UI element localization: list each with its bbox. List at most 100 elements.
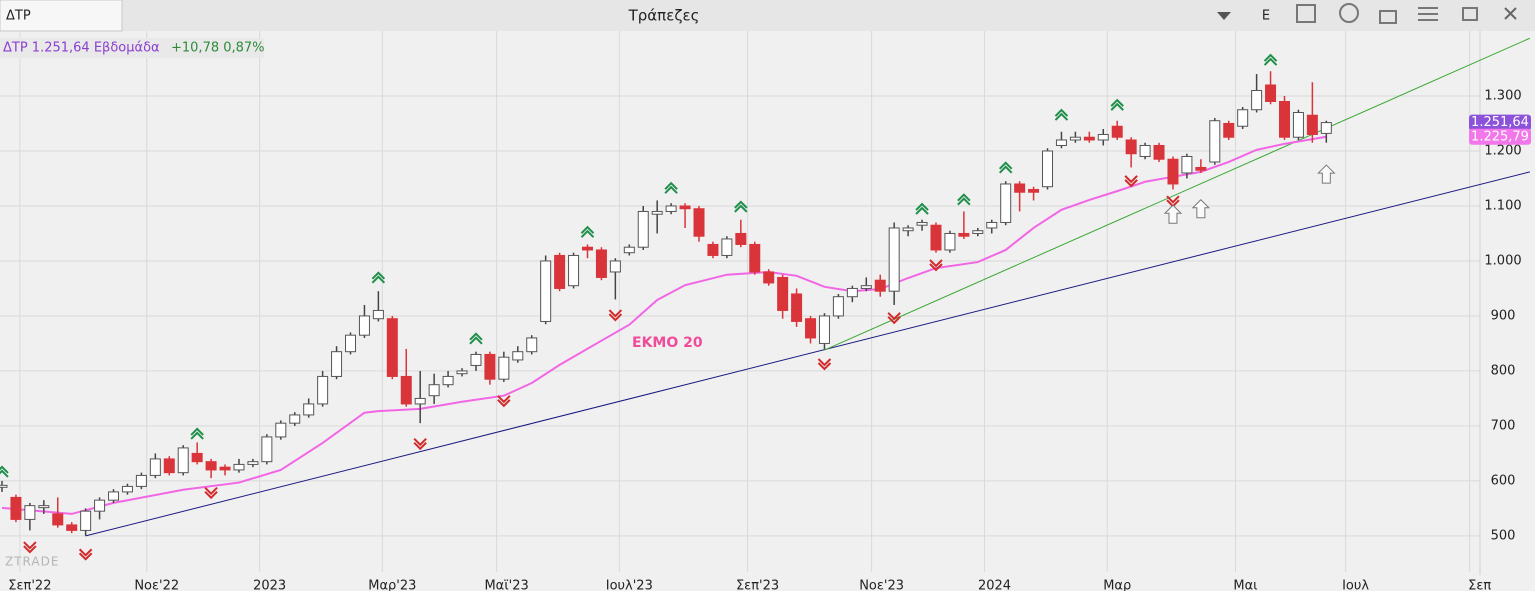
candle-body bbox=[1209, 120, 1221, 163]
y-tick-label: 600 bbox=[1491, 473, 1516, 488]
candle-body bbox=[163, 458, 175, 474]
candle-body bbox=[1125, 139, 1137, 155]
candle-body bbox=[693, 208, 705, 237]
x-tick-label: Μαρ bbox=[1103, 579, 1131, 591]
mode-button[interactable]: E bbox=[1262, 9, 1270, 24]
candle-body bbox=[1055, 139, 1067, 146]
menu-icon[interactable] bbox=[1418, 7, 1438, 21]
symbol-tab-text: ΔΤΡ bbox=[6, 9, 31, 24]
info-box bbox=[0, 38, 264, 58]
candle-body bbox=[1042, 150, 1054, 188]
candle-body bbox=[888, 227, 900, 292]
candle-body bbox=[38, 505, 50, 509]
candle-body bbox=[595, 249, 607, 278]
candle-body bbox=[1111, 125, 1123, 138]
trendline bbox=[824, 37, 1531, 351]
y-tick-label: 800 bbox=[1491, 363, 1516, 378]
quote-icon[interactable] bbox=[1339, 3, 1359, 23]
candle-body bbox=[930, 224, 942, 251]
candle-body bbox=[1278, 100, 1290, 138]
hollow-arrow bbox=[1317, 164, 1336, 184]
candle-body bbox=[1153, 144, 1165, 160]
candle-body bbox=[860, 285, 872, 289]
close-icon[interactable] bbox=[1504, 7, 1517, 20]
candle-body bbox=[721, 238, 733, 256]
y-tick-label: 1.100 bbox=[1484, 198, 1521, 213]
symbol-tab[interactable] bbox=[0, 0, 123, 32]
y-tick-label: 1.200 bbox=[1484, 143, 1521, 158]
info-symbol: ΔΤΡ 1.251,64 Εβδομάδα bbox=[3, 41, 160, 56]
candle-body bbox=[1028, 188, 1040, 193]
down-signal bbox=[413, 438, 427, 451]
candle-body bbox=[303, 403, 315, 416]
candle-body bbox=[846, 287, 858, 298]
candle-body bbox=[916, 221, 928, 226]
candle-body bbox=[108, 491, 120, 501]
candle-body bbox=[1320, 122, 1332, 134]
candle-body bbox=[791, 293, 803, 322]
x-tick-label: 2024 bbox=[978, 579, 1011, 591]
candle-body bbox=[637, 210, 649, 248]
candle-body bbox=[1251, 89, 1263, 111]
up-signal bbox=[580, 225, 595, 238]
candle-body bbox=[1069, 136, 1081, 141]
up-signal bbox=[1263, 53, 1278, 66]
x-tick-label: Ιουλ'23 bbox=[606, 579, 653, 591]
candle-body bbox=[470, 353, 482, 366]
dropdown-icon[interactable] bbox=[1217, 12, 1231, 20]
candle-body bbox=[0, 484, 8, 488]
layout-icon[interactable] bbox=[1296, 4, 1316, 23]
up-signal bbox=[371, 271, 386, 284]
window-title: Τράπεζες bbox=[628, 7, 700, 25]
down-signal bbox=[1124, 175, 1138, 188]
candle-body bbox=[749, 243, 761, 273]
candle-body bbox=[986, 221, 998, 229]
candle-body bbox=[568, 254, 580, 287]
x-tick-label: 2023 bbox=[253, 579, 286, 591]
candle-body bbox=[442, 375, 454, 386]
y-tick-label: 900 bbox=[1491, 308, 1516, 323]
x-tick-label: Μαϊ'23 bbox=[484, 579, 528, 591]
candle-body bbox=[1139, 144, 1151, 157]
candle-body bbox=[135, 474, 147, 487]
x-tick-label: Σεπ'22 bbox=[8, 579, 51, 591]
candle-body bbox=[958, 232, 970, 237]
candle-body bbox=[372, 309, 384, 320]
down-signal bbox=[929, 259, 943, 272]
y-tick-label: 700 bbox=[1491, 418, 1516, 433]
up-signal bbox=[957, 193, 971, 206]
x-tick-label: Ιουλ bbox=[1342, 579, 1369, 591]
up-signal bbox=[190, 427, 204, 440]
candle-body bbox=[512, 351, 524, 361]
candle-body bbox=[275, 422, 287, 438]
candle-body bbox=[1181, 155, 1193, 174]
price-label-box bbox=[1469, 128, 1531, 145]
candle-body bbox=[707, 243, 719, 256]
candle-body bbox=[1265, 84, 1277, 102]
candle-body bbox=[944, 232, 956, 251]
candle-body bbox=[651, 210, 663, 215]
candle-body bbox=[358, 315, 370, 336]
price-label: 1.251,64 bbox=[1471, 115, 1529, 130]
restore-icon[interactable] bbox=[1462, 7, 1478, 21]
candle-body bbox=[289, 414, 301, 424]
lock-icon[interactable] bbox=[1379, 10, 1397, 24]
price-label-box bbox=[1469, 114, 1531, 131]
candle-body bbox=[205, 461, 217, 471]
candle-body bbox=[805, 318, 817, 339]
candle-body bbox=[219, 466, 231, 471]
candle-body bbox=[763, 271, 775, 284]
candle-body bbox=[1223, 122, 1235, 138]
y-tick-label: 500 bbox=[1491, 528, 1516, 543]
candle-body bbox=[679, 205, 691, 210]
up-signal bbox=[734, 200, 748, 213]
candle-body bbox=[972, 230, 984, 234]
candle-body bbox=[902, 227, 914, 232]
candle-body bbox=[777, 276, 789, 311]
down-signal bbox=[23, 541, 37, 554]
x-tick-label: Σεπ bbox=[1468, 579, 1491, 591]
candle-body bbox=[609, 260, 621, 273]
watermark: ZTRADE bbox=[5, 555, 59, 569]
